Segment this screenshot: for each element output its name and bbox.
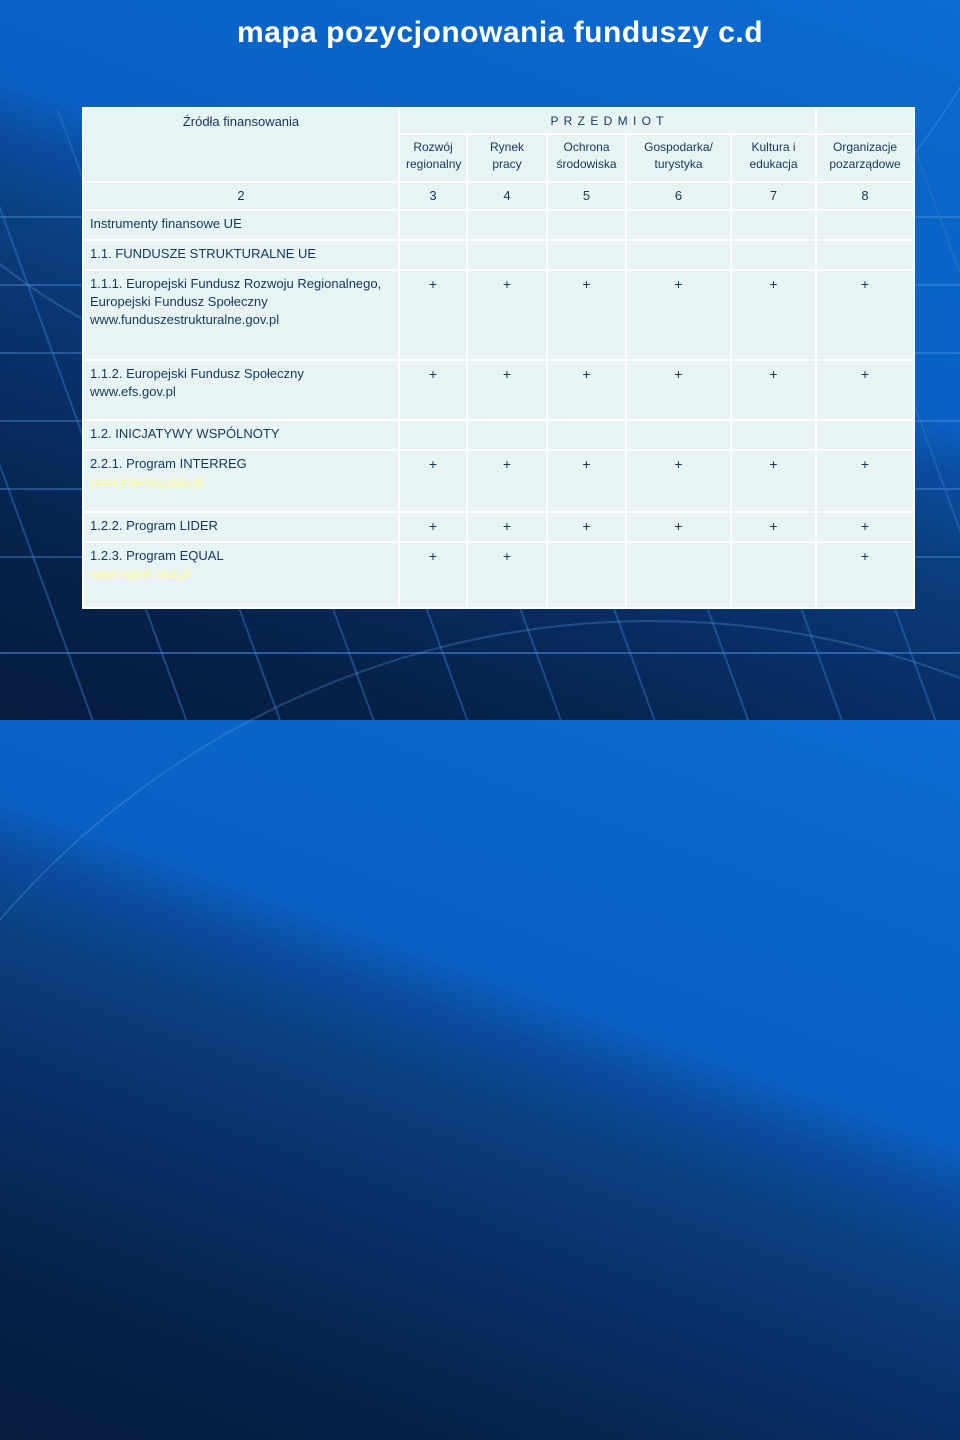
slide-title: mapa pozycjonowania funduszy c.d (236, 16, 764, 49)
column-number-cell: 7 (729, 181, 818, 211)
column-header-funding-sources: Źródła finansowania (82, 107, 400, 183)
row-label: 1.1.1. Europejski Fundusz Rozwoju Region… (90, 276, 382, 310)
column-header-6: Organizacje pozarządowe (815, 133, 916, 183)
mark-cell: + (625, 269, 732, 361)
column-number-cell: 6 (625, 181, 732, 211)
mark-cell (398, 239, 468, 271)
table-row: 1.2.2. Program LIDER + + + + + + (82, 511, 916, 543)
mark-cell: + (546, 511, 627, 543)
mark-cell: + (729, 449, 818, 513)
row-label: Instrumenty finansowe UE (90, 216, 242, 231)
row-label-cell: 1.1.2. Europejski Fundusz Społeczny www.e… (82, 359, 400, 421)
funding-positioning-table: Źródła finansowania P R Z E D M I O T Ro… (82, 107, 916, 609)
mark-cell: + (625, 511, 732, 543)
mark-cell (729, 419, 818, 451)
mark-cell: + (729, 269, 818, 361)
table-row: 1.1.1. Europejski Fundusz Rozwoju Region… (82, 269, 916, 361)
table-row: 1.2.3. Program EQUAL www.equal.gov.pl + + + (82, 541, 916, 609)
mark-cell: + (815, 541, 916, 609)
column-header-2: Rynek pracy (466, 133, 548, 183)
row-label-cell: 1.1. FUNDUSZE STRUKTURALNE UE (82, 239, 400, 271)
mark-cell: + (398, 541, 468, 609)
column-number-cell: 5 (546, 181, 627, 211)
row-label: 2.2.1. Program INTERREG (90, 456, 247, 471)
mark-cell: + (625, 359, 732, 421)
mark-cell: + (815, 511, 916, 543)
mark-cell: + (466, 511, 548, 543)
mark-cell (398, 209, 468, 241)
mark-cell: + (546, 269, 627, 361)
mark-cell: + (625, 449, 732, 513)
row-label: 1.2.3. Program EQUAL (90, 548, 224, 563)
table-row: Instrumenty finansowe UE (82, 209, 916, 241)
table-row: 1.1. FUNDUSZE STRUKTURALNE UE (82, 239, 916, 271)
row-label: 1.1. FUNDUSZE STRUKTURALNE UE (90, 246, 317, 261)
column-header-4: Gospodarka/ turystyka (625, 133, 732, 183)
mark-cell: + (815, 359, 916, 421)
mark-cell: + (546, 449, 627, 513)
background-horizontal-gridline (0, 652, 960, 654)
column-number-cell: 4 (466, 181, 548, 211)
column-number-cell: 8 (815, 181, 916, 211)
table-row: 1.1.2. Europejski Fundusz Społeczny www.e… (82, 359, 916, 421)
mark-cell (546, 209, 627, 241)
mark-cell: + (815, 449, 916, 513)
column-header-3: Ochrona środowiska (546, 133, 627, 183)
row-label: 1.2. INICJATYWY WSPÓLNOTY (90, 426, 280, 441)
mark-cell (729, 239, 818, 271)
header-row-group: Źródła finansowania P R Z E D M I O T (82, 107, 916, 183)
mark-cell: + (398, 269, 468, 361)
mark-cell (625, 419, 732, 451)
mark-cell: + (729, 359, 818, 421)
url-text: www.funduszestrukturalne.gov.pl (90, 312, 280, 328)
row-label: 1.2.2. Program LIDER (90, 518, 218, 533)
url-hyperlink[interactable]: www.interreg.gov.pl (90, 474, 203, 490)
mark-cell: + (398, 449, 468, 513)
group-header-przedmiot: P R Z E D M I O T (397, 107, 818, 135)
mark-cell (729, 209, 818, 241)
mark-cell: + (398, 511, 468, 543)
table-row: 2.2.1. Program INTERREG www.interreg.gov.… (82, 449, 916, 513)
mark-cell (815, 239, 916, 271)
mark-cell: + (546, 359, 627, 421)
column-header-5: Kultura i edukacja (729, 133, 818, 183)
row-label-cell: 1.1.1. Europejski Fundusz Rozwoju Region… (82, 269, 400, 361)
row-label: 1.1.2. Europejski Fundusz Społeczny (90, 366, 304, 381)
mark-cell (546, 239, 627, 271)
row-label-cell: 1.2.3. Program EQUAL www.equal.gov.pl (82, 541, 400, 609)
mark-cell: + (466, 269, 548, 361)
mark-cell (546, 541, 627, 609)
mark-cell (815, 419, 916, 451)
mark-cell (546, 419, 627, 451)
column-number-cell: 3 (398, 181, 468, 211)
mark-cell (466, 419, 548, 451)
url-text: www.efs.gov.pl (90, 384, 176, 400)
row-label-cell: Instrumenty finansowe UE (82, 209, 400, 241)
mark-cell: + (466, 449, 548, 513)
background-globe-arc-bottom (0, 620, 960, 1440)
header-row-subjects: Rozwój regionalny Rynek pracy Ochrona środ… (83, 133, 916, 183)
mark-cell (398, 419, 468, 451)
row-label-cell: 1.2. INICJATYWY WSPÓLNOTY (82, 419, 400, 451)
table-row: 1.2. INICJATYWY WSPÓLNOTY (82, 419, 916, 451)
column-number-cell: 2 (82, 181, 400, 211)
mark-cell (625, 239, 732, 271)
mark-cell: + (466, 359, 548, 421)
mark-cell (625, 541, 732, 609)
url-hyperlink[interactable]: www.equal.gov.pl (90, 566, 191, 582)
row-label-cell: 2.2.1. Program INTERREG www.interreg.gov.… (82, 449, 400, 513)
mark-cell (729, 541, 818, 609)
mark-cell (466, 209, 548, 241)
mark-cell (815, 209, 916, 241)
mark-cell: + (815, 269, 916, 361)
mark-cell (466, 239, 548, 271)
mark-cell (625, 209, 732, 241)
mark-cell: + (466, 541, 548, 609)
empty-header-cell (815, 107, 916, 135)
mark-cell: + (398, 359, 468, 421)
column-header-1: Rozwój regionalny (398, 133, 468, 183)
mark-cell: + (729, 511, 818, 543)
row-label-cell: 1.2.2. Program LIDER (82, 511, 400, 543)
